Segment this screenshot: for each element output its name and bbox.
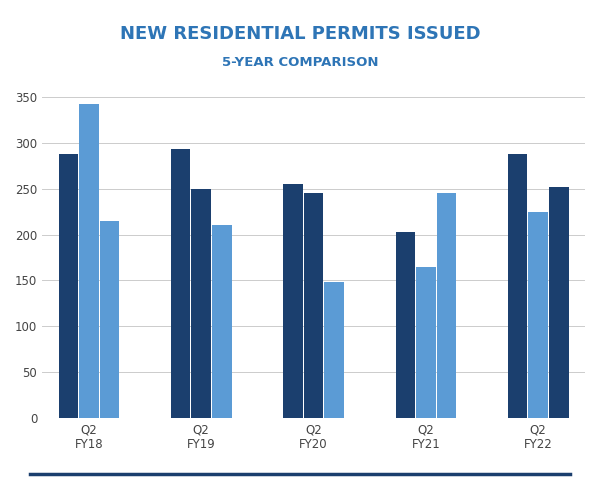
Text: NEW RESIDENTIAL PERMITS ISSUED: NEW RESIDENTIAL PERMITS ISSUED xyxy=(119,25,481,43)
Bar xyxy=(508,154,527,418)
Bar xyxy=(100,221,119,418)
Bar xyxy=(191,189,211,418)
Bar xyxy=(549,187,569,418)
Bar xyxy=(283,184,303,418)
Bar xyxy=(416,267,436,418)
Bar xyxy=(437,193,456,418)
Bar xyxy=(304,193,323,418)
Bar xyxy=(59,154,78,418)
Bar xyxy=(171,149,190,418)
Bar xyxy=(529,212,548,418)
Bar xyxy=(325,282,344,418)
Bar xyxy=(395,232,415,418)
Text: 5-YEAR COMPARISON: 5-YEAR COMPARISON xyxy=(222,56,378,69)
Bar xyxy=(212,225,232,418)
Bar xyxy=(79,104,98,418)
